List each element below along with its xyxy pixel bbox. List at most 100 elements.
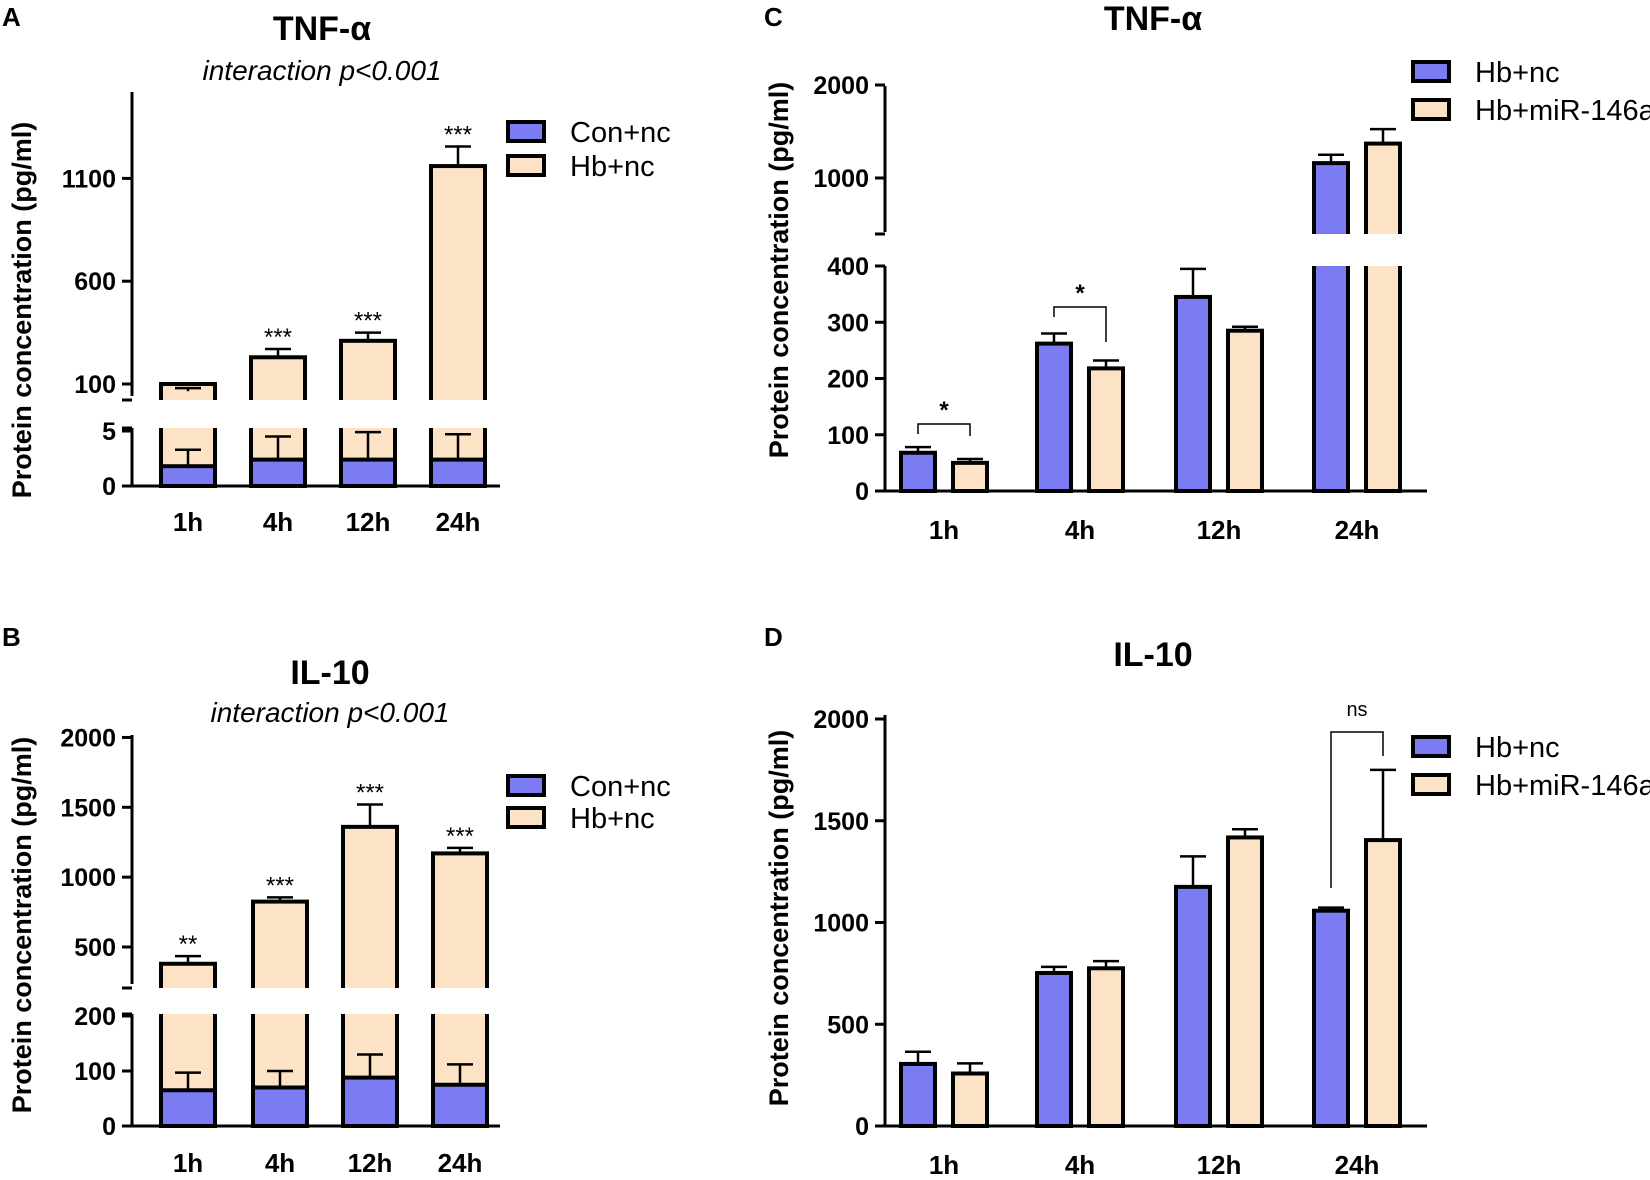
panel-d-bar-hb-nc-4h bbox=[1035, 970, 1073, 1129]
panel-a-ylabel: Protein concentration (pg/ml) bbox=[7, 122, 37, 499]
panel-c-bar-mir146a-4h bbox=[1087, 366, 1125, 493]
panel-b-bar-con-nc-12h bbox=[341, 1075, 399, 1128]
panel-c-bracket-label-4h: * bbox=[1075, 280, 1085, 307]
panel-b-title: IL-10 bbox=[290, 654, 369, 692]
panel-b-sig-12h: *** bbox=[356, 780, 384, 807]
panel-a-axis-gap-12h bbox=[337, 400, 399, 428]
panel-a-axis-gap-1h bbox=[157, 400, 219, 428]
panel-c-xtick-12h: 12h bbox=[1197, 515, 1242, 545]
panel-c-title: TNF-α bbox=[1104, 0, 1202, 38]
panel-a-ytick-1100-label: 1100 bbox=[62, 165, 116, 193]
panel-d-ytick-1500-label: 1500 bbox=[813, 808, 869, 836]
panel-c-bar-mir146a-12h bbox=[1226, 328, 1264, 493]
panel-d-xtick-24h: 24h bbox=[1335, 1150, 1380, 1180]
panel-b-axis-gap-4h bbox=[249, 988, 311, 1014]
panel-a-legend-label-0: Con+nc bbox=[570, 117, 671, 149]
panel-a-xtick-1h: 1h bbox=[173, 507, 203, 537]
panel-b-xtick-24h: 24h bbox=[438, 1148, 483, 1178]
panel-b-legend-label-1: Hb+nc bbox=[570, 803, 655, 835]
panel-c-axis-gap-24h bbox=[1310, 234, 1404, 266]
panel-c-ytick-0-label: 0 bbox=[855, 478, 869, 506]
panel-a-title: TNF-α bbox=[273, 10, 371, 48]
panel-c-legend-label-0: Hb+nc bbox=[1475, 57, 1560, 89]
panel-d-legend-label-0: Hb+nc bbox=[1475, 732, 1560, 764]
panel-c-ytick-2000-label: 2000 bbox=[813, 72, 869, 100]
panel-a-axis-gap-24h bbox=[427, 400, 489, 428]
panel-d-bar-mir146a-4h bbox=[1087, 966, 1125, 1128]
panel-b-subtitle: interaction p<0.001 bbox=[211, 697, 450, 728]
panel-b-xtick-1h: 1h bbox=[173, 1148, 203, 1178]
panel-d-ytick-1000-label: 1000 bbox=[813, 910, 869, 938]
panel-c-xtick-4h: 4h bbox=[1065, 515, 1095, 545]
panel-c-bar-hb-nc-1h bbox=[899, 450, 937, 493]
panel-c-legend-swatch-1 bbox=[1411, 98, 1451, 121]
panel-c-chart: TNF-α Protein concentration (pg/ml) 0 100 20… bbox=[764, 0, 1650, 545]
panel-a-sig-12h: *** bbox=[354, 308, 382, 335]
panel-b-ytick-2000-label: 2000 bbox=[60, 724, 116, 752]
panel-a-ytick-0-label: 0 bbox=[102, 473, 116, 501]
panel-d-ytick-2000-label: 2000 bbox=[813, 706, 869, 734]
panel-c-bar-hb-nc-12h bbox=[1174, 294, 1212, 493]
panel-a-bar-con-nc-24h bbox=[429, 457, 487, 489]
panel-b-bar-con-nc-24h bbox=[431, 1082, 489, 1128]
panel-a-xtick-4h: 4h bbox=[263, 507, 293, 537]
panel-b-legend-swatch-1 bbox=[506, 806, 546, 829]
panel-c-bar-mir146a-1h bbox=[951, 460, 989, 493]
panel-a-ytick-5-label: 5 bbox=[102, 418, 116, 446]
panel-d-bar-mir146a-1h bbox=[951, 1071, 989, 1128]
panel-d-bar-mir146a-24h bbox=[1364, 838, 1402, 1129]
panel-d-bar-hb-nc-1h bbox=[899, 1061, 937, 1128]
panel-a-sig-24h: *** bbox=[444, 122, 472, 149]
panel-b-bar-con-nc-4h bbox=[251, 1085, 309, 1128]
panel-b-ylabel: Protein concentration (pg/ml) bbox=[7, 737, 37, 1114]
panel-a-sig-4h: *** bbox=[264, 324, 292, 351]
panel-a-bar-con-nc-4h bbox=[249, 457, 307, 489]
panel-b-axis-gap-24h bbox=[429, 988, 491, 1014]
panel-b-bar-con-nc-1h bbox=[159, 1088, 217, 1128]
panel-a-legend-swatch-1 bbox=[506, 154, 546, 177]
panel-d-ytick-500-label: 500 bbox=[827, 1011, 869, 1039]
panel-c-xtick-24h: 24h bbox=[1335, 515, 1380, 545]
panel-b-sig-4h: *** bbox=[266, 872, 294, 899]
panel-b-axis-gap-12h bbox=[339, 988, 401, 1014]
panel-b-ytick-1000-label: 1000 bbox=[60, 864, 116, 892]
panel-c-legend-label-1: Hb+miR-146a bbox=[1475, 95, 1650, 127]
panel-b-xtick-4h: 4h bbox=[265, 1148, 295, 1178]
panel-a-subtitle: interaction p<0.001 bbox=[203, 55, 442, 86]
panel-a-bar-con-nc-12h bbox=[339, 457, 397, 489]
panel-c-ylabel: Protein concentration (pg/ml) bbox=[764, 82, 794, 459]
panel-c-ytick-200-label: 200 bbox=[827, 366, 869, 394]
panel-c-legend-swatch-0 bbox=[1411, 60, 1451, 83]
panel-b-ytick-500-label: 500 bbox=[74, 934, 116, 962]
panel-b-legend-swatch-0 bbox=[506, 774, 546, 797]
panel-a-legend-swatch-0 bbox=[506, 120, 546, 143]
panel-a-ytick-600-label: 600 bbox=[74, 268, 116, 296]
panel-c-ytick-1000-label: 1000 bbox=[813, 165, 869, 193]
panel-a-xtick-12h: 12h bbox=[346, 507, 391, 537]
panel-b-sig-24h: *** bbox=[446, 823, 474, 850]
panel-a-axis-gap-4h bbox=[247, 400, 309, 428]
panel-a-chart: TNF-α interaction p<0.001 Protein concentr… bbox=[7, 10, 671, 537]
panel-d-bar-mir146a-12h bbox=[1226, 835, 1264, 1128]
panel-d-legend-swatch-0 bbox=[1411, 735, 1451, 758]
panel-d-ytick-0-label: 0 bbox=[855, 1113, 869, 1141]
panel-d-bracket-label-24h: ns bbox=[1346, 699, 1367, 721]
panel-a-xtick-24h: 24h bbox=[436, 507, 481, 537]
panel-c-ytick-300-label: 300 bbox=[827, 309, 869, 337]
panel-b-legend-label-0: Con+nc bbox=[570, 771, 671, 803]
panel-b-axis-gap-1h bbox=[157, 988, 219, 1014]
panel-letter-b: B bbox=[2, 622, 21, 652]
panel-a-ytick-100-label: 100 bbox=[74, 371, 116, 399]
panel-d-bracket-24h bbox=[1330, 731, 1384, 888]
panel-c-bar-hb-nc-24h bbox=[1312, 161, 1350, 493]
panel-c-xtick-1h: 1h bbox=[929, 515, 959, 545]
panel-d-legend-label-1: Hb+miR-146a bbox=[1475, 770, 1650, 802]
panel-c-ytick-400-label: 400 bbox=[827, 253, 869, 281]
panel-d-bar-hb-nc-24h bbox=[1312, 908, 1350, 1129]
panel-c-bracket-4h bbox=[1053, 306, 1107, 342]
panel-d-bar-hb-nc-12h bbox=[1174, 884, 1212, 1129]
panel-a-bar-con-nc-1h bbox=[159, 464, 217, 489]
panel-d-title: IL-10 bbox=[1113, 636, 1192, 674]
panel-c-bracket-1h bbox=[917, 423, 971, 436]
